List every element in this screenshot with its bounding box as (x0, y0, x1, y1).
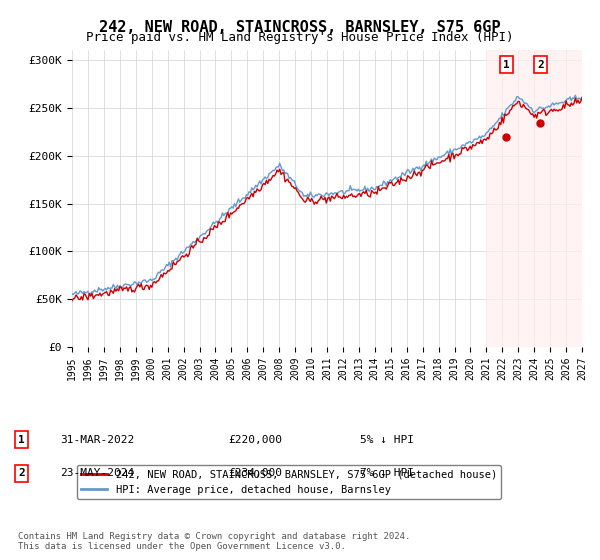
Text: 2: 2 (537, 60, 544, 70)
Text: 7% ↓ HPI: 7% ↓ HPI (360, 468, 414, 478)
Text: 1: 1 (18, 435, 25, 445)
Text: 1: 1 (503, 60, 509, 70)
Legend: 242, NEW ROAD, STAINCROSS, BARNSLEY, S75 6GP (detached house), HPI: Average pric: 242, NEW ROAD, STAINCROSS, BARNSLEY, S75… (77, 465, 501, 499)
Text: 23-MAY-2024: 23-MAY-2024 (60, 468, 134, 478)
Text: 2: 2 (18, 468, 25, 478)
Text: Price paid vs. HM Land Registry's House Price Index (HPI): Price paid vs. HM Land Registry's House … (86, 31, 514, 44)
Bar (487, 50, 582, 347)
Text: Contains HM Land Registry data © Crown copyright and database right 2024.
This d: Contains HM Land Registry data © Crown c… (18, 532, 410, 552)
Text: £234,000: £234,000 (228, 468, 282, 478)
Text: £220,000: £220,000 (228, 435, 282, 445)
Text: 5% ↓ HPI: 5% ↓ HPI (360, 435, 414, 445)
Text: 31-MAR-2022: 31-MAR-2022 (60, 435, 134, 445)
Text: 242, NEW ROAD, STAINCROSS, BARNSLEY, S75 6GP: 242, NEW ROAD, STAINCROSS, BARNSLEY, S75… (99, 20, 501, 35)
